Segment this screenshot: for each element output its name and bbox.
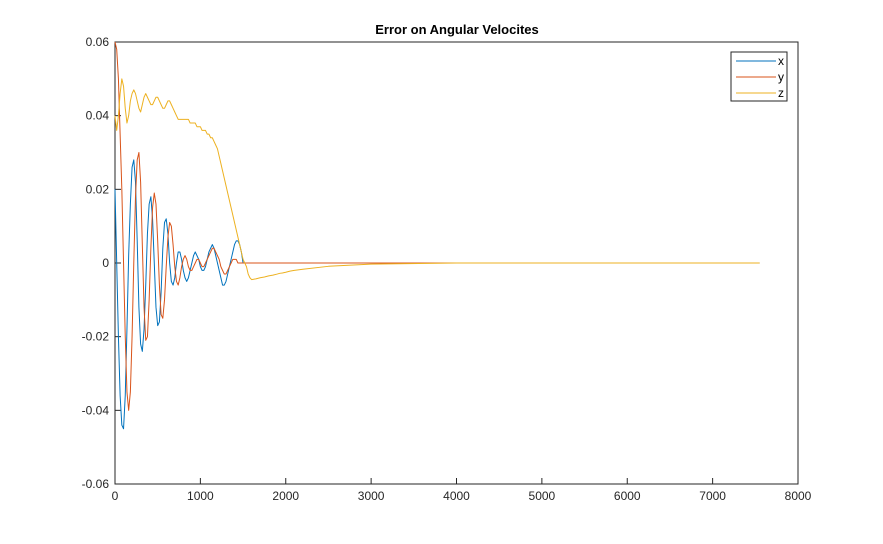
chart-title: Error on Angular Velocites <box>375 22 539 37</box>
y-tick-label: 0 <box>102 256 109 270</box>
series-line-z <box>114 78 760 281</box>
x-axis: 0 1000 2000 3000 4000 5000 6000 7000 8000 <box>112 478 812 503</box>
x-tick-label: 8000 <box>785 489 812 503</box>
x-tick-label: 3000 <box>358 489 385 503</box>
legend-label-y: y <box>778 70 784 84</box>
legend-label-z: z <box>778 86 784 100</box>
x-tick-label: 5000 <box>529 489 556 503</box>
y-tick-label: 0.04 <box>86 109 110 123</box>
y-tick-label: -0.04 <box>82 403 110 417</box>
x-tick-label: 2000 <box>272 489 299 503</box>
y-axis: -0.06 -0.04 -0.02 0 0.02 0.04 0.06 <box>82 35 121 491</box>
x-tick-label: 4000 <box>443 489 470 503</box>
x-tick-label: 6000 <box>614 489 641 503</box>
plot-area: 0 1000 2000 3000 4000 5000 6000 7000 8000 -0.06-… <box>82 35 812 503</box>
legend-label-x: x <box>778 54 784 68</box>
y-tick-label: 0.02 <box>86 182 110 196</box>
y-tick-label: 0.06 <box>86 35 110 49</box>
series-line-y <box>114 41 760 411</box>
x-tick-label: 1000 <box>187 489 214 503</box>
legend: xyz <box>730 51 788 102</box>
x-tick-label: 7000 <box>699 489 726 503</box>
y-tick-label: -0.02 <box>82 330 110 344</box>
y-tick-label: -0.06 <box>82 477 110 491</box>
x-tick-label: 0 <box>112 489 119 503</box>
series-lines <box>114 41 760 430</box>
